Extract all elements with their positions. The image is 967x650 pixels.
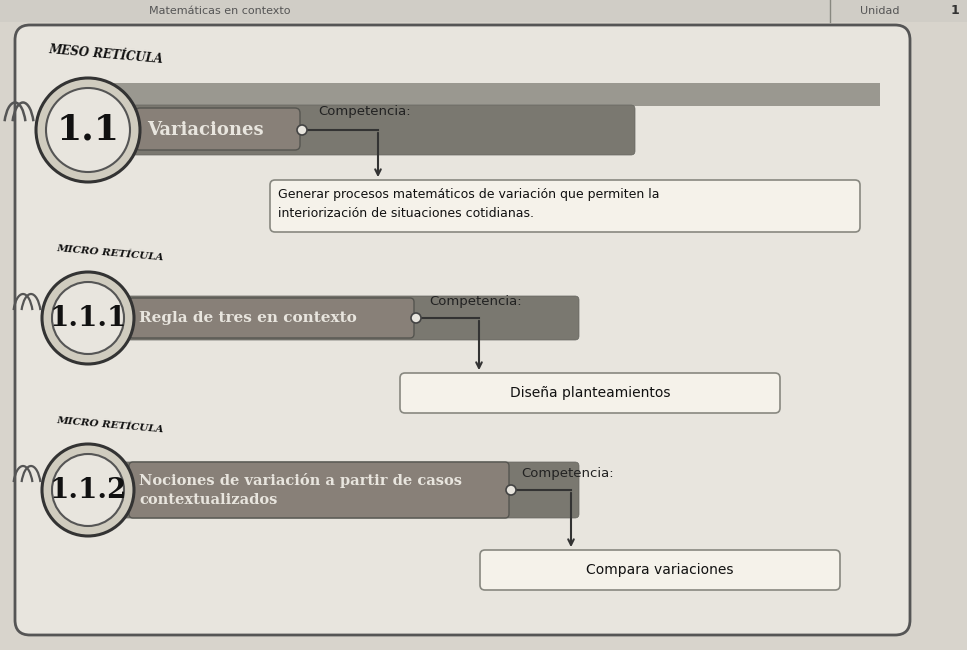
Polygon shape xyxy=(78,83,880,106)
Circle shape xyxy=(46,88,130,172)
Text: Competencia:: Competencia: xyxy=(318,105,411,118)
Text: Unidad: Unidad xyxy=(861,6,899,16)
Text: Matemáticas en contexto: Matemáticas en contexto xyxy=(149,6,291,16)
FancyBboxPatch shape xyxy=(129,298,414,338)
Circle shape xyxy=(42,272,134,364)
Circle shape xyxy=(297,125,307,135)
Circle shape xyxy=(52,454,124,526)
Circle shape xyxy=(36,78,140,182)
FancyBboxPatch shape xyxy=(135,108,300,150)
Circle shape xyxy=(52,282,124,354)
FancyBboxPatch shape xyxy=(125,105,635,155)
Text: Nociones de variación a partir de casos
contextualizados: Nociones de variación a partir de casos … xyxy=(139,473,462,507)
FancyBboxPatch shape xyxy=(480,550,840,590)
Text: Competencia:: Competencia: xyxy=(429,296,521,309)
Text: 1.1.1: 1.1.1 xyxy=(49,304,127,332)
Circle shape xyxy=(506,485,516,495)
Text: Competencia:: Competencia: xyxy=(521,467,614,480)
Text: Compara variaciones: Compara variaciones xyxy=(586,563,734,577)
Text: MICRO RETÍCULA: MICRO RETÍCULA xyxy=(56,244,164,262)
Text: 1: 1 xyxy=(951,5,959,18)
FancyBboxPatch shape xyxy=(119,296,579,340)
FancyBboxPatch shape xyxy=(129,462,509,518)
Text: 1.1: 1.1 xyxy=(56,113,120,147)
Text: Generar procesos matemáticos de variación que permiten la
interiorización de sit: Generar procesos matemáticos de variació… xyxy=(278,188,659,220)
Text: MESO RETÍCULA: MESO RETÍCULA xyxy=(48,43,163,66)
FancyBboxPatch shape xyxy=(270,180,860,232)
Text: Variaciones: Variaciones xyxy=(147,121,264,139)
Circle shape xyxy=(411,313,421,323)
FancyBboxPatch shape xyxy=(15,25,910,635)
Text: Diseña planteamientos: Diseña planteamientos xyxy=(510,386,670,400)
Text: MICRO RETÍCULA: MICRO RETÍCULA xyxy=(56,415,164,434)
FancyBboxPatch shape xyxy=(119,462,579,518)
Circle shape xyxy=(42,444,134,536)
FancyBboxPatch shape xyxy=(400,373,780,413)
Text: Regla de tres en contexto: Regla de tres en contexto xyxy=(139,311,357,325)
Bar xyxy=(0,0,967,22)
Text: 1.1.2: 1.1.2 xyxy=(49,476,127,504)
